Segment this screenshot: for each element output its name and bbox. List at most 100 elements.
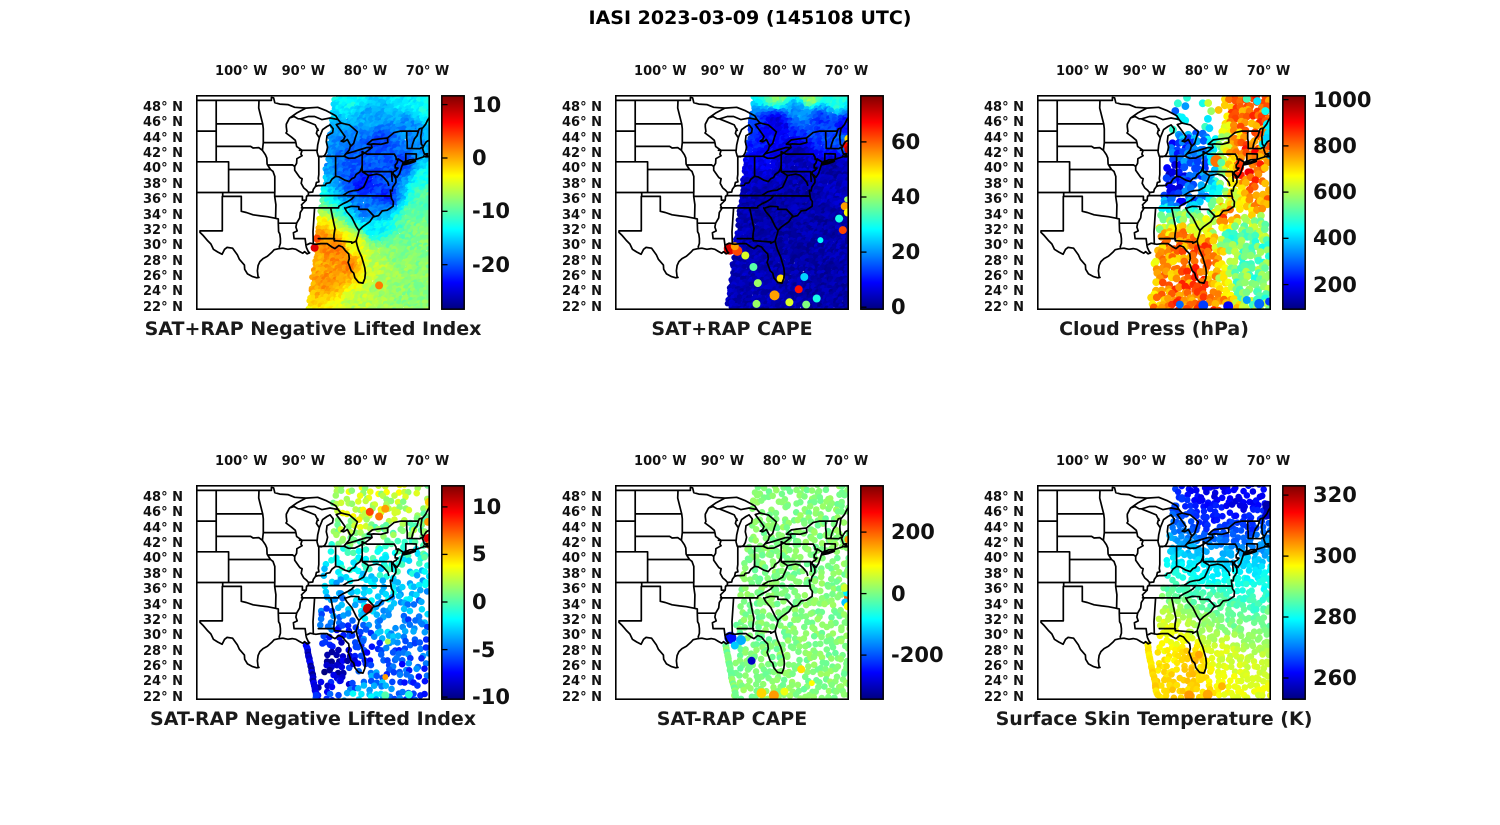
- colorbar-tick-label: 300: [1313, 544, 1357, 569]
- lat-tick-label: 38° N: [143, 566, 183, 582]
- lat-tick-label: 26° N: [562, 268, 602, 284]
- axes-frame: [1037, 485, 1271, 700]
- colorbar-tick-label: -200: [891, 643, 944, 668]
- lat-tick-label: 46° N: [143, 115, 183, 131]
- lat-tick-label: 26° N: [143, 268, 183, 284]
- colorbar: [1282, 485, 1306, 700]
- map-panel: [615, 95, 849, 310]
- colorbar-tick-label: 320: [1313, 483, 1357, 508]
- colorbar-tick-label: 0: [472, 590, 487, 614]
- lat-tick-label: 36° N: [984, 582, 1024, 598]
- lat-tick-label: 24° N: [143, 284, 183, 300]
- lat-tick-label: 28° N: [143, 253, 183, 269]
- colorbar-tick-label: 10: [472, 92, 502, 117]
- lat-tick-label: 48° N: [984, 490, 1024, 506]
- lon-tick-label: 80° W: [762, 64, 807, 79]
- axes-frame: [615, 95, 849, 310]
- lon-tick-label: 100° W: [634, 454, 687, 469]
- lon-tick-label: 80° W: [1184, 454, 1229, 469]
- lat-tick-label: 22° N: [562, 299, 602, 315]
- lon-tick-label: 80° W: [762, 454, 807, 469]
- panel-title: SAT+RAP Negative Lifted Index: [144, 318, 482, 340]
- lon-tick-label: 100° W: [634, 64, 687, 79]
- lat-tick-label: 28° N: [143, 643, 183, 659]
- lon-tick-label: 100° W: [1056, 454, 1109, 469]
- map-panel: [1037, 485, 1271, 700]
- lat-tick-label: 46° N: [143, 505, 183, 521]
- lat-tick-label: 40° N: [143, 161, 183, 177]
- lat-tick-label: 42° N: [143, 536, 183, 552]
- data-swath-dots: [305, 95, 430, 310]
- lat-tick-label: 22° N: [984, 689, 1024, 705]
- lat-tick-label: 30° N: [143, 628, 183, 644]
- lat-tick-label: 32° N: [984, 612, 1024, 628]
- lat-tick-label: 26° N: [984, 658, 1024, 674]
- lat-tick-label: 22° N: [143, 299, 183, 315]
- axes-frame: [615, 485, 849, 700]
- lat-tick-label: 36° N: [562, 582, 602, 598]
- colorbar-tick-label: 0: [891, 295, 906, 320]
- lat-tick-label: 36° N: [984, 192, 1024, 208]
- lat-tick-label: 30° N: [984, 238, 1024, 254]
- lat-tick-label: 36° N: [562, 192, 602, 208]
- lat-tick-label: 48° N: [562, 100, 602, 116]
- lat-tick-label: 32° N: [984, 222, 1024, 238]
- colorbar-tick-label: 800: [1313, 133, 1357, 158]
- colorbar-tick-label: 10: [472, 494, 502, 519]
- lat-tick-label: 46° N: [562, 115, 602, 131]
- lat-tick-label: 24° N: [984, 674, 1024, 690]
- figure-title: IASI 2023-03-09 (145108 UTC): [588, 7, 912, 29]
- colorbar-tick-label: -10: [472, 685, 510, 710]
- panel-title: Surface Skin Temperature (K): [995, 708, 1313, 730]
- lon-tick-label: 80° W: [1184, 64, 1229, 79]
- lat-tick-label: 38° N: [984, 566, 1024, 582]
- lat-tick-label: 44° N: [984, 130, 1024, 146]
- panel-title: SAT-RAP CAPE: [656, 708, 808, 730]
- lon-tick-label: 100° W: [1056, 64, 1109, 79]
- colorbar-tick-label: 400: [1313, 226, 1357, 251]
- lat-tick-label: 26° N: [984, 268, 1024, 284]
- lat-tick-label: 34° N: [562, 207, 602, 223]
- map-panel: [196, 485, 430, 700]
- lat-tick-label: 36° N: [143, 582, 183, 598]
- lat-tick-label: 42° N: [562, 146, 602, 162]
- lon-tick-label: 90° W: [281, 454, 326, 469]
- lat-tick-label: 38° N: [562, 176, 602, 192]
- panel-title: Cloud Press (hPa): [1059, 318, 1249, 340]
- lat-tick-label: 42° N: [143, 146, 183, 162]
- lat-tick-label: 32° N: [562, 222, 602, 238]
- colorbar: [441, 485, 465, 700]
- colorbar-tick-label: 60: [891, 129, 921, 154]
- lat-tick-label: 32° N: [143, 222, 183, 238]
- lat-tick-label: 24° N: [562, 674, 602, 690]
- lat-tick-label: 38° N: [143, 176, 183, 192]
- lat-tick-label: 42° N: [984, 536, 1024, 552]
- lon-tick-label: 90° W: [1122, 454, 1167, 469]
- lat-tick-label: 34° N: [143, 597, 183, 613]
- lat-tick-label: 48° N: [984, 100, 1024, 116]
- lat-tick-label: 30° N: [984, 628, 1024, 644]
- lat-tick-label: 48° N: [143, 100, 183, 116]
- lat-tick-label: 48° N: [143, 490, 183, 506]
- lat-tick-label: 40° N: [984, 551, 1024, 567]
- basemap-borders: [1037, 486, 1271, 674]
- lat-tick-label: 42° N: [562, 536, 602, 552]
- lat-tick-label: 32° N: [562, 612, 602, 628]
- panel-title: SAT-RAP Negative Lifted Index: [150, 708, 476, 730]
- colorbar-tick-label: 200: [1313, 272, 1357, 297]
- lat-tick-label: 46° N: [984, 115, 1024, 131]
- lat-tick-label: 24° N: [984, 284, 1024, 300]
- colorbar: [860, 95, 884, 310]
- lat-tick-label: 30° N: [562, 628, 602, 644]
- lat-tick-label: 28° N: [984, 643, 1024, 659]
- colorbar-tick-label: -10: [472, 199, 510, 224]
- colorbar-tick-label: 200: [891, 520, 935, 545]
- colorbar: [441, 95, 465, 310]
- lon-tick-label: 70° W: [405, 454, 450, 469]
- axes-frame: [196, 95, 430, 310]
- basemap-borders: [196, 486, 430, 674]
- lat-tick-label: 38° N: [984, 176, 1024, 192]
- lon-tick-label: 70° W: [1246, 64, 1291, 79]
- data-swath-dots: [302, 485, 430, 700]
